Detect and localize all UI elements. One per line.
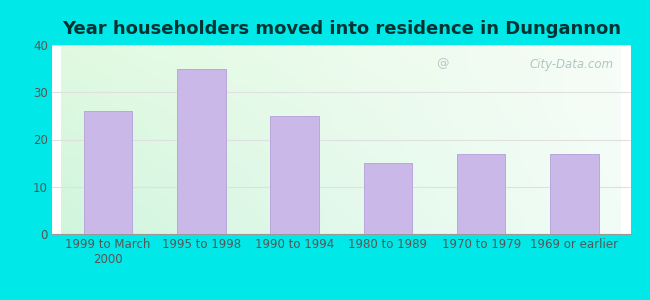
Text: @: @: [436, 57, 448, 70]
Bar: [270, 116, 319, 234]
Text: City-Data.com: City-Data.com: [529, 58, 613, 71]
Bar: [363, 163, 412, 234]
Bar: [84, 111, 132, 234]
Bar: [457, 154, 506, 234]
Title: Year householders moved into residence in Dungannon: Year householders moved into residence i…: [62, 20, 621, 38]
Bar: [551, 154, 599, 234]
Bar: [177, 69, 226, 234]
